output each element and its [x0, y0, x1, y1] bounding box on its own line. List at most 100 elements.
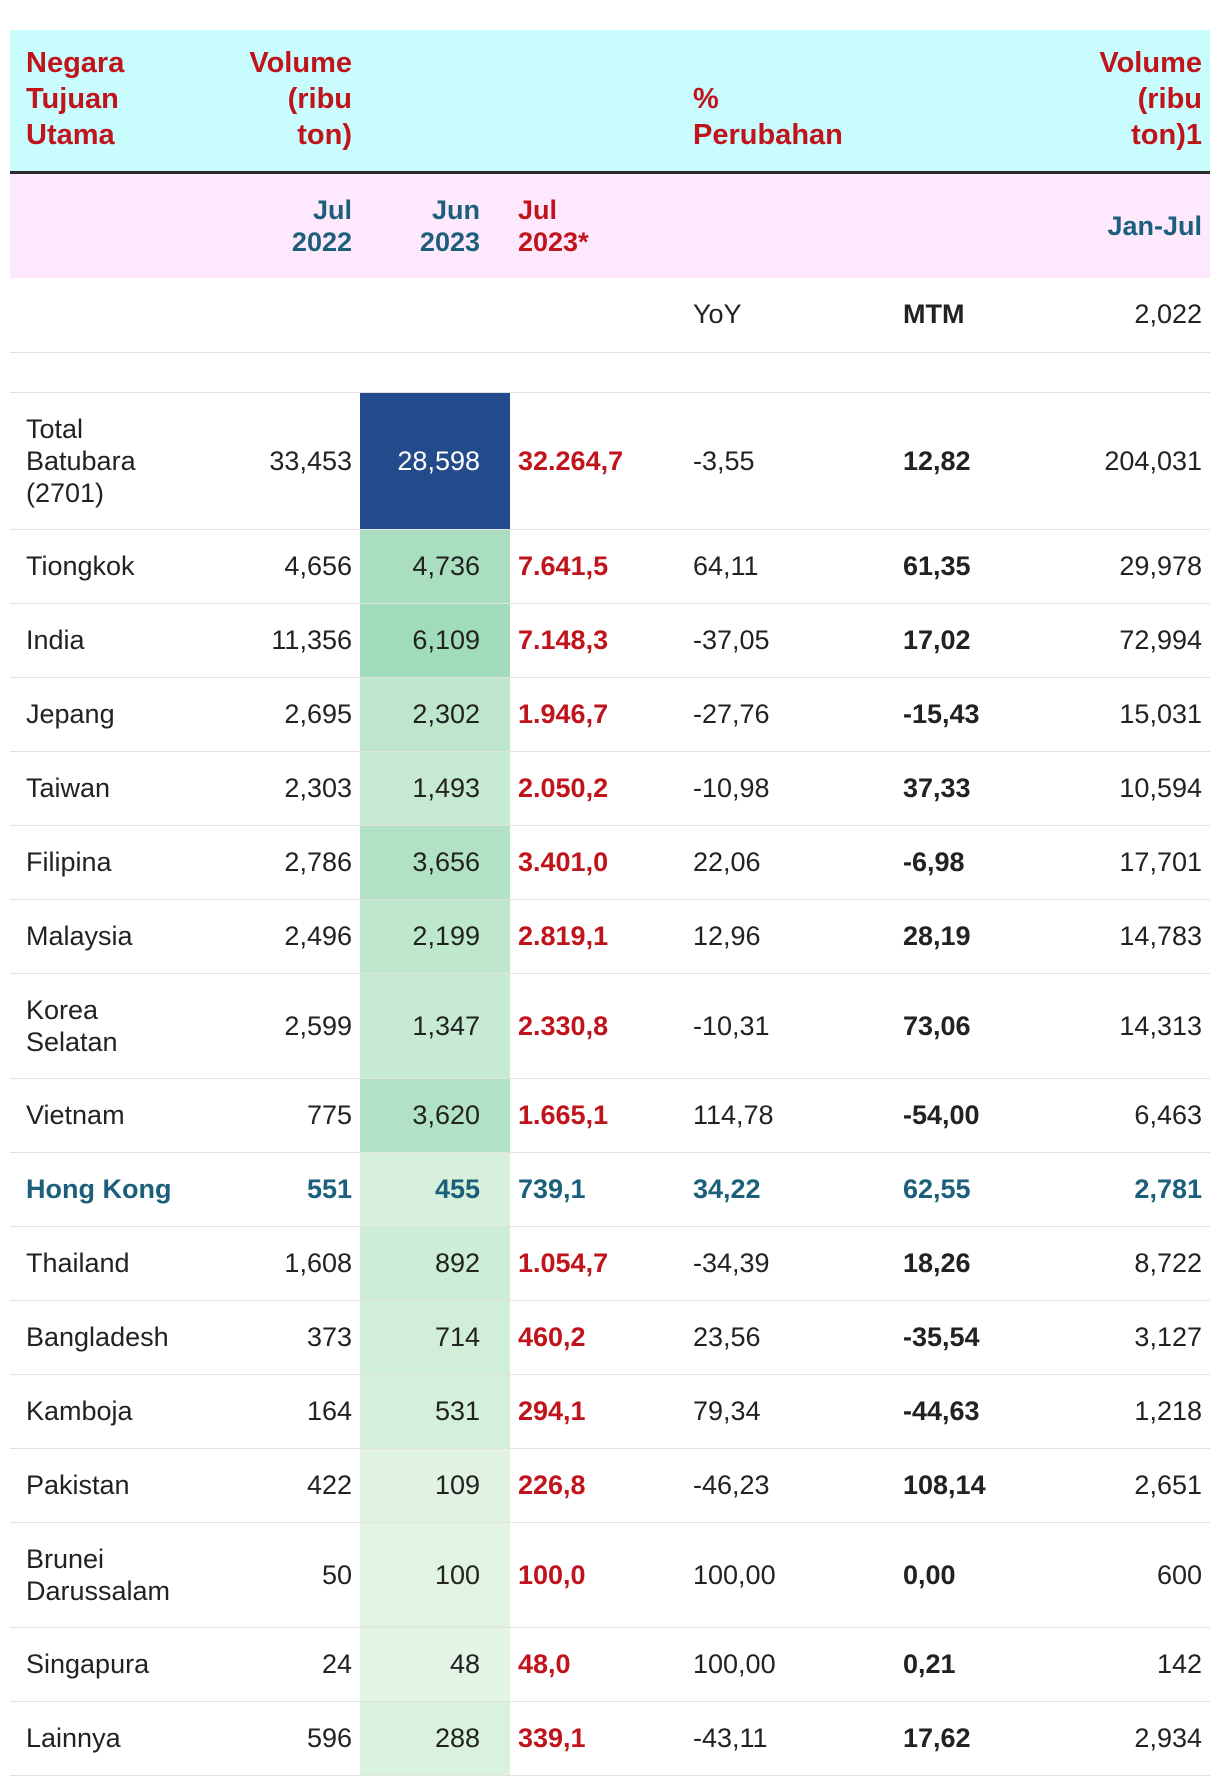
cell-jun2023: 48 — [360, 1627, 510, 1702]
cell-janjul: 72,994 — [1045, 603, 1210, 678]
cell-yoy: -46,23 — [685, 1448, 895, 1523]
table-body: Total Batubara (2701) 33,453 28,598 32.264,… — [10, 392, 1210, 1776]
data-table-container: Negara Tujuan Utama Volume (ribu ton) % … — [10, 30, 1210, 1776]
coal-export-table: Negara Tujuan Utama Volume (ribu ton) % … — [10, 30, 1210, 1776]
cell-yoy: 100,00 — [685, 1627, 895, 1702]
table-row: Bangladesh 373 714 460,2 23,56 -35,54 3,127 — [10, 1300, 1210, 1375]
cell-jul2022: 4,656 — [210, 529, 360, 604]
cell-jul2022: 2,786 — [210, 825, 360, 900]
cell-jul2023: 48,0 — [510, 1627, 685, 1702]
cell-janjul: 204,031 — [1045, 392, 1210, 530]
cell-yoy: 23,56 — [685, 1300, 895, 1375]
subheader2-blank-4 — [510, 278, 685, 353]
cell-jun2023: 3,656 — [360, 825, 510, 900]
cell-janjul: 10,594 — [1045, 751, 1210, 826]
cell-country: Taiwan — [10, 751, 210, 826]
cell-mtm: 108,14 — [895, 1448, 1045, 1523]
cell-mtm: 17,62 — [895, 1701, 1045, 1776]
subheader-period: Jan-Jul — [1107, 210, 1202, 241]
cell-mtm: 37,33 — [895, 751, 1045, 826]
cell-country: Brunei Darussalam — [10, 1522, 210, 1628]
cell-country: Korea Selatan — [10, 973, 210, 1079]
cell-country: Bangladesh — [10, 1300, 210, 1375]
cell-country: Vietnam — [10, 1078, 210, 1153]
cell-jul2022: 551 — [210, 1152, 360, 1227]
table-row: Lainnya 596 288 339,1 -43,11 17,62 2,934 — [10, 1701, 1210, 1776]
cell-mtm: 62,55 — [895, 1152, 1045, 1227]
cell-jul2023: 100,0 — [510, 1522, 685, 1628]
cell-jul2023: 2.050,2 — [510, 751, 685, 826]
cell-jun2023: 2,199 — [360, 899, 510, 974]
subheader2-blank-3 — [360, 278, 510, 353]
subheader-blank-1 — [10, 172, 210, 278]
cell-yoy: 100,00 — [685, 1522, 895, 1628]
cell-janjul: 15,031 — [1045, 677, 1210, 752]
subheader-jul-2022: Jul 2022 — [291, 194, 352, 257]
cell-country: India — [10, 603, 210, 678]
cell-yoy: 114,78 — [685, 1078, 895, 1153]
cell-yoy: -27,76 — [685, 677, 895, 752]
cell-yoy: 34,22 — [685, 1152, 895, 1227]
header-blank-3 — [895, 30, 1045, 174]
cell-jul2023: 2.330,8 — [510, 973, 685, 1079]
cell-jul2023: 1.665,1 — [510, 1078, 685, 1153]
cell-country: Jepang — [10, 677, 210, 752]
table-row: Vietnam 775 3,620 1.665,1 114,78 -54,00 6,463 — [10, 1078, 1210, 1153]
header-blank-1 — [360, 30, 510, 174]
cell-janjul: 14,313 — [1045, 973, 1210, 1079]
cell-jul2022: 164 — [210, 1374, 360, 1449]
cell-mtm: 18,26 — [895, 1226, 1045, 1301]
cell-jul2022: 2,303 — [210, 751, 360, 826]
table-row: Singapura 24 48 48,0 100,00 0,21 142 — [10, 1627, 1210, 1702]
subheader2-row: YoY MTM 2,022 — [10, 278, 1210, 353]
cell-jun2023: 6,109 — [360, 603, 510, 678]
header-country: Negara Tujuan Utama — [10, 30, 210, 174]
cell-mtm: -35,54 — [895, 1300, 1045, 1375]
cell-janjul: 29,978 — [1045, 529, 1210, 604]
cell-mtm: 17,02 — [895, 603, 1045, 678]
cell-mtm: 28,19 — [895, 899, 1045, 974]
cell-country: Lainnya — [10, 1701, 210, 1776]
cell-jul2023: 226,8 — [510, 1448, 685, 1523]
cell-janjul: 3,127 — [1045, 1300, 1210, 1375]
cell-janjul: 600 — [1045, 1522, 1210, 1628]
cell-janjul: 14,783 — [1045, 899, 1210, 974]
header-volume: Volume (ribu ton) — [210, 30, 360, 174]
subheader-jun-2023: Jun 2023 — [419, 194, 480, 257]
cell-jun2023: 2,302 — [360, 677, 510, 752]
table-row: Thailand 1,608 892 1.054,7 -34,39 18,26 8,722 — [10, 1226, 1210, 1301]
cell-yoy: 12,96 — [685, 899, 895, 974]
cell-yoy: 22,06 — [685, 825, 895, 900]
cell-jul2022: 33,453 — [210, 392, 360, 530]
cell-jul2022: 2,599 — [210, 973, 360, 1079]
cell-yoy: -37,05 — [685, 603, 895, 678]
table-row: Malaysia 2,496 2,199 2.819,1 12,96 28,19 14,78… — [10, 899, 1210, 974]
cell-country: Hong Kong — [10, 1152, 210, 1227]
cell-janjul: 2,781 — [1045, 1152, 1210, 1227]
cell-jul2023: 339,1 — [510, 1701, 685, 1776]
cell-yoy: -3,55 — [685, 392, 895, 530]
cell-jul2022: 596 — [210, 1701, 360, 1776]
cell-yoy: -10,98 — [685, 751, 895, 826]
cell-mtm: -54,00 — [895, 1078, 1045, 1153]
cell-jun2023: 109 — [360, 1448, 510, 1523]
cell-country: Tiongkok — [10, 529, 210, 604]
cell-yoy: 64,11 — [685, 529, 895, 604]
cell-jun2023: 714 — [360, 1300, 510, 1375]
table-row: Korea Selatan 2,599 1,347 2.330,8 -10,31 73,0… — [10, 973, 1210, 1079]
cell-janjul: 1,218 — [1045, 1374, 1210, 1449]
cell-jun2023: 892 — [360, 1226, 510, 1301]
cell-jul2022: 2,496 — [210, 899, 360, 974]
cell-janjul: 6,463 — [1045, 1078, 1210, 1153]
cell-yoy: -10,31 — [685, 973, 895, 1079]
subheader-yoy: YoY — [685, 278, 895, 353]
cell-mtm: 0,00 — [895, 1522, 1045, 1628]
cell-yoy: 79,34 — [685, 1374, 895, 1449]
subheader-blank-2 — [685, 172, 895, 278]
cell-jul2022: 422 — [210, 1448, 360, 1523]
cell-mtm: 73,06 — [895, 973, 1045, 1079]
cell-jul2022: 11,356 — [210, 603, 360, 678]
cell-jul2023: 1.054,7 — [510, 1226, 685, 1301]
cell-country: Filipina — [10, 825, 210, 900]
spacer-cell — [10, 352, 1210, 393]
